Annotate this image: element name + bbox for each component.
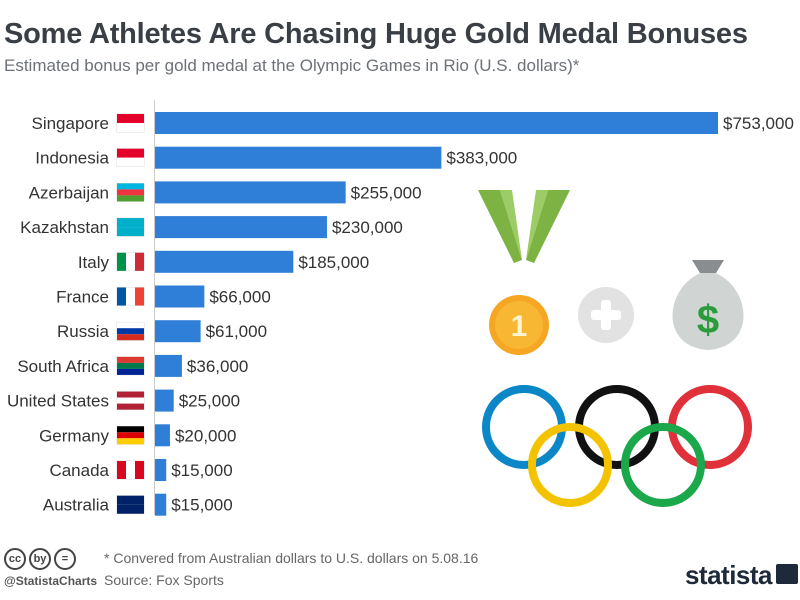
singapore-flag-icon bbox=[116, 113, 145, 133]
value-label: $230,000 bbox=[332, 218, 403, 237]
bar bbox=[155, 389, 174, 412]
bar bbox=[155, 181, 346, 204]
bar bbox=[155, 320, 201, 343]
category-label: Azerbaijan bbox=[29, 183, 109, 202]
medal-number: 1 bbox=[511, 310, 528, 343]
attribution-icon[interactable]: by bbox=[29, 548, 51, 570]
value-label: $255,000 bbox=[351, 183, 422, 202]
category-label: United States bbox=[7, 392, 109, 411]
south-africa-flag-icon bbox=[116, 356, 145, 376]
money-bag-icon: $ bbox=[672, 260, 744, 350]
bar bbox=[155, 216, 327, 239]
cc-license-icon[interactable]: cc bbox=[4, 548, 26, 570]
germany-flag-icon bbox=[116, 426, 145, 445]
bar bbox=[155, 354, 182, 377]
value-label: $185,000 bbox=[298, 253, 369, 272]
plus-icon bbox=[578, 287, 634, 343]
bar bbox=[155, 424, 170, 447]
gold-medal-icon: 1 bbox=[478, 190, 570, 355]
value-label: $15,000 bbox=[171, 461, 232, 480]
source-note: Source: Fox Sports bbox=[104, 572, 224, 588]
france-flag-icon bbox=[116, 287, 145, 306]
footer: cc by = @StatistaCharts * Convered from … bbox=[0, 540, 800, 600]
italy-flag-icon bbox=[116, 252, 145, 272]
bar bbox=[155, 250, 294, 273]
category-label: Indonesia bbox=[35, 149, 109, 168]
bar-chart: Singapore $753,000 Indonesia $383,000 Azerba… bbox=[7, 100, 794, 516]
value-label: $66,000 bbox=[209, 288, 270, 307]
azerbaijan-flag-icon bbox=[116, 183, 145, 202]
statista-logo[interactable]: statista bbox=[684, 560, 773, 590]
chart-title: Some Athletes Are Chasing Huge Gold Meda… bbox=[4, 18, 748, 50]
bar bbox=[155, 285, 205, 308]
canada-flag-icon bbox=[116, 460, 145, 480]
kazakhstan-flag-icon bbox=[116, 217, 145, 237]
money-symbol: $ bbox=[697, 298, 719, 342]
category-label: France bbox=[56, 288, 109, 307]
category-label: Germany bbox=[39, 426, 109, 445]
russia-flag-icon bbox=[116, 321, 145, 341]
value-label: $36,000 bbox=[187, 357, 248, 376]
olympic-rings-icon bbox=[482, 385, 752, 507]
statista-logo-mark bbox=[776, 564, 798, 584]
footnote: * Convered from Australian dollars to U.… bbox=[104, 550, 479, 566]
category-label: Singapore bbox=[31, 114, 109, 133]
chart-subtitle: Estimated bonus per gold medal at the Ol… bbox=[4, 56, 580, 75]
indonesia-flag-icon bbox=[116, 148, 145, 167]
bar bbox=[155, 459, 167, 481]
category-label: Canada bbox=[49, 461, 109, 480]
value-label: $25,000 bbox=[179, 392, 240, 411]
category-label: South Africa bbox=[17, 357, 109, 376]
value-label: $15,000 bbox=[171, 496, 232, 515]
twitter-handle[interactable]: @StatistaCharts bbox=[4, 574, 98, 588]
australia-flag-icon bbox=[116, 495, 145, 514]
value-label: $61,000 bbox=[206, 322, 267, 341]
value-label: $383,000 bbox=[446, 149, 517, 168]
category-label: Australia bbox=[43, 496, 110, 515]
value-label: $20,000 bbox=[175, 426, 236, 445]
no-derivatives-icon[interactable]: = bbox=[54, 548, 76, 570]
bar bbox=[155, 112, 718, 134]
license-icons: cc by = bbox=[4, 548, 76, 570]
united-states-flag-icon bbox=[116, 391, 145, 410]
category-label: Russia bbox=[57, 322, 110, 341]
category-label: Italy bbox=[78, 253, 110, 272]
bar bbox=[155, 146, 442, 169]
category-label: Kazakhstan bbox=[20, 218, 109, 237]
value-label: $753,000 bbox=[723, 114, 794, 133]
bar bbox=[155, 493, 167, 516]
